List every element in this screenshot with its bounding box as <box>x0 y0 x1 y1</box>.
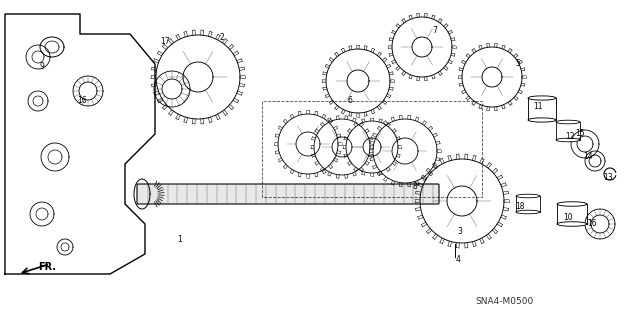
Text: 11: 11 <box>533 102 543 112</box>
Text: 6: 6 <box>348 97 353 106</box>
Ellipse shape <box>516 194 540 198</box>
Text: SNA4-M0500: SNA4-M0500 <box>476 296 534 306</box>
Text: 7: 7 <box>433 26 437 35</box>
Text: 8: 8 <box>413 182 417 191</box>
Ellipse shape <box>556 120 580 124</box>
Ellipse shape <box>557 202 587 206</box>
Text: 2: 2 <box>220 33 225 41</box>
Text: 10: 10 <box>563 212 573 221</box>
Text: 16: 16 <box>77 97 87 106</box>
Text: 9: 9 <box>40 63 44 71</box>
Ellipse shape <box>557 222 587 226</box>
Text: 13: 13 <box>603 173 613 182</box>
Text: 4: 4 <box>456 255 460 263</box>
Ellipse shape <box>528 96 556 100</box>
Text: 18: 18 <box>515 203 525 211</box>
Text: 14: 14 <box>583 152 593 161</box>
Bar <box>516 196 540 212</box>
Text: 5: 5 <box>516 60 520 69</box>
Ellipse shape <box>556 138 580 142</box>
Ellipse shape <box>528 118 556 122</box>
Text: 15: 15 <box>575 130 585 138</box>
Text: FR.: FR. <box>38 262 56 272</box>
Text: 16: 16 <box>587 219 597 228</box>
Text: 1: 1 <box>178 234 182 243</box>
Text: 12: 12 <box>565 132 575 142</box>
Ellipse shape <box>516 210 540 214</box>
Bar <box>557 204 587 224</box>
Bar <box>528 98 556 120</box>
Text: 17: 17 <box>160 36 170 46</box>
FancyBboxPatch shape <box>137 184 439 204</box>
Text: 3: 3 <box>458 226 463 235</box>
Bar <box>556 122 580 140</box>
